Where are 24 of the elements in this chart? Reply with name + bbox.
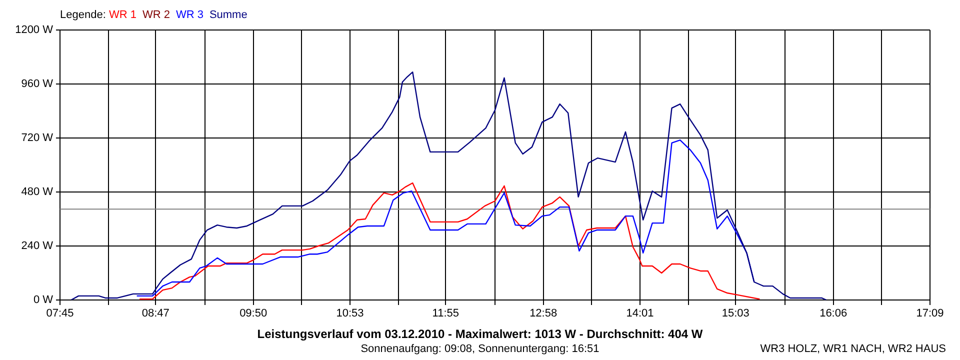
legend-title: Legende: <box>60 9 107 21</box>
text: WR3 HOLZ, WR1 NACH, WR2 HAUS <box>760 343 946 355</box>
y-tick-label: 240 W <box>21 240 54 252</box>
x-tick-label: 10:53 <box>336 308 364 320</box>
text: WR 3 <box>176 9 204 21</box>
x-tick-label: 14:01 <box>626 308 654 320</box>
y-tick-label: 960 W <box>21 78 54 90</box>
y-tick-label: 0 W <box>33 294 54 306</box>
text: WR 1 <box>108 9 136 21</box>
text: Sonnenaufgang: 09:08, Sonnenuntergang: 16:51 <box>360 343 600 355</box>
y-tick-label: 1200 W <box>15 24 54 36</box>
y-tick-label: 480 W <box>21 186 54 198</box>
x-tick-label: 07:45 <box>46 308 74 320</box>
legend-label: WR 2 <box>142 9 170 21</box>
x-tick-label: 09:50 <box>240 308 268 320</box>
x-tick-label: 11:55 <box>432 308 459 320</box>
x-tick-label: 08:47 <box>142 308 170 320</box>
x-tick-label: 16:06 <box>820 308 848 320</box>
x-tick-label: 17:09 <box>916 308 944 320</box>
x-tick-label: 15:03 <box>722 308 750 320</box>
y-tick-label: 720 W <box>21 132 54 144</box>
x-tick-label: 12:58 <box>530 308 558 320</box>
text: Leistungsverlauf vom 03.12.2010 - Maximalwert: 1013 W - Durchschnitt: 404 W <box>256 327 704 341</box>
text: Summe <box>209 9 248 21</box>
